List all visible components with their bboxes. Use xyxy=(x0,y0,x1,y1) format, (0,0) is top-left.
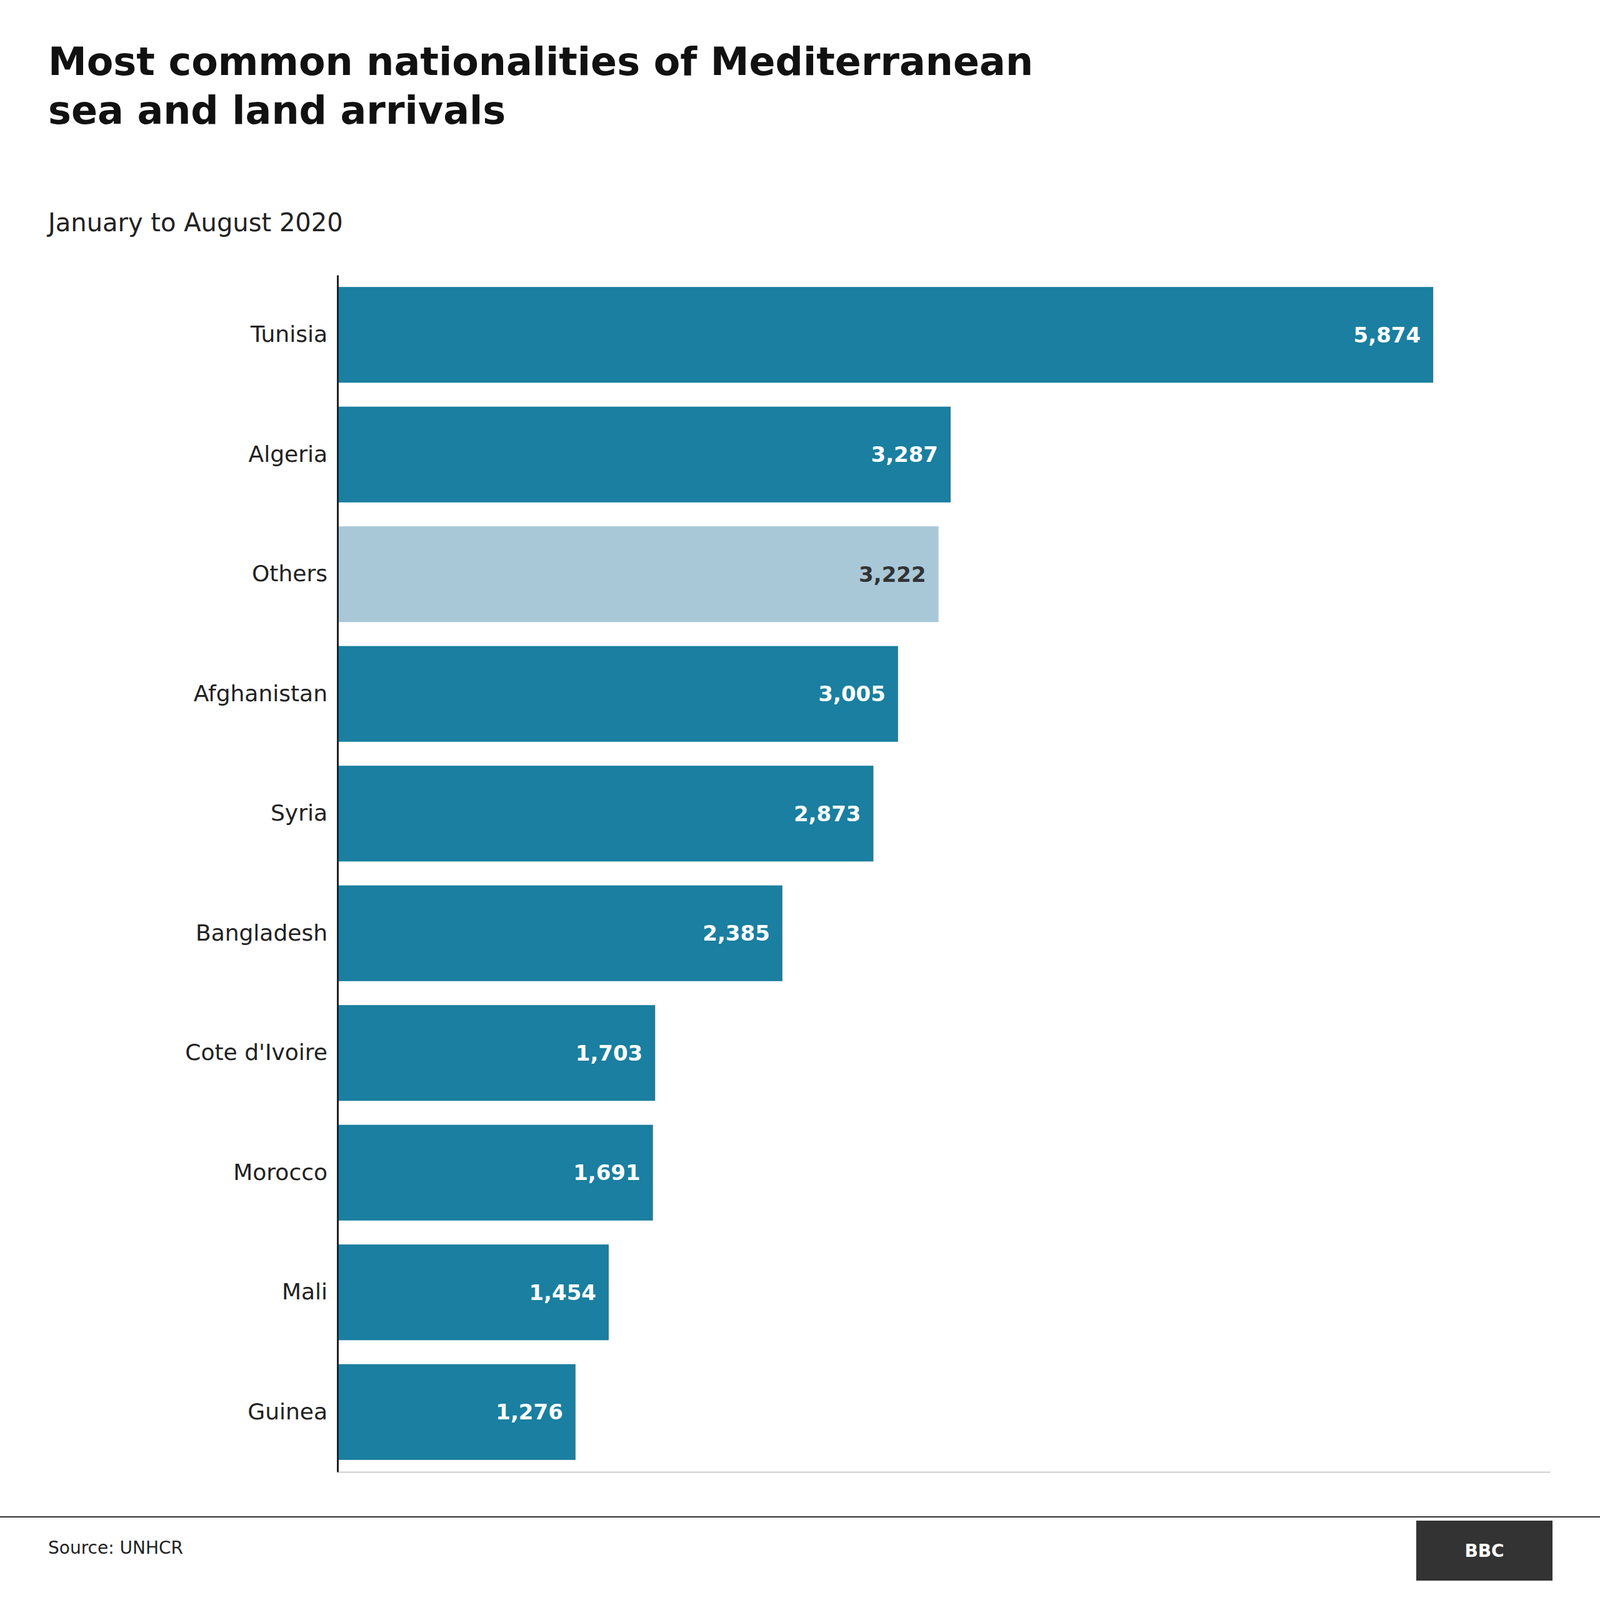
y-tick-label: Guinea xyxy=(247,1398,328,1425)
footer-line xyxy=(0,1516,1600,1518)
y-tick-label: Mali xyxy=(281,1278,328,1305)
y-tick-label: Bangladesh xyxy=(195,920,328,946)
y-tick-label: Others xyxy=(251,560,328,587)
bar xyxy=(337,646,899,742)
data-label: 3,287 xyxy=(870,441,939,467)
data-label: 1,691 xyxy=(573,1160,641,1185)
subtitle: January to August 2020 xyxy=(46,208,344,237)
y-tick-label: Algeria xyxy=(248,441,329,467)
data-label: 1,454 xyxy=(528,1280,597,1305)
bar xyxy=(337,1005,655,1101)
logo: BBC xyxy=(1464,1540,1504,1562)
bar xyxy=(337,1244,609,1340)
x-axis xyxy=(338,1471,1551,1473)
y-axis: Tunisia Algeria Others Afghanistan Syria Bang… xyxy=(185,275,338,1473)
y-tick: Bangladesh xyxy=(195,920,328,946)
bar xyxy=(337,1364,576,1460)
x-axis-line xyxy=(338,1471,1551,1474)
bars xyxy=(337,286,1434,1460)
source: Source: UNHCR xyxy=(48,1537,184,1559)
y-tick-label: Cote d'Ivoire xyxy=(185,1039,328,1065)
y-tick-label: Syria xyxy=(270,800,328,826)
y-tick-label: Morocco xyxy=(233,1159,328,1185)
data-label: 1,276 xyxy=(495,1399,564,1425)
data-label: 5,874 xyxy=(1353,322,1422,348)
plot: Tunisia Algeria Others Afghanistan Syria Bang… xyxy=(185,275,1550,1473)
chart: Most common nationalities of Mediterrane… xyxy=(0,0,1600,1600)
y-tick-label: Tunisia xyxy=(250,321,328,347)
y-tick: Tunisia xyxy=(250,321,328,347)
bar xyxy=(337,765,874,862)
y-tick: Morocco xyxy=(233,1159,328,1185)
data-label: 3,005 xyxy=(818,681,886,707)
data-label: 3,222 xyxy=(858,561,927,587)
data-label: 1,703 xyxy=(575,1040,644,1066)
bar xyxy=(337,885,783,982)
y-tick: Guinea xyxy=(247,1398,328,1425)
data-labels: 5,874 3,287 3,222 3,005 2,873 2,385 1,703 1,691… xyxy=(495,322,1421,1425)
data-label: 2,873 xyxy=(793,801,862,827)
bar xyxy=(337,526,939,622)
bar xyxy=(337,406,951,503)
y-axis-line xyxy=(336,275,339,1473)
y-tick: Afghanistan xyxy=(193,680,328,707)
y-tick-label: Afghanistan xyxy=(193,680,328,707)
y-tick: Others xyxy=(251,560,328,587)
y-tick: Cote d'Ivoire xyxy=(185,1039,328,1065)
title: Most common nationalities of Mediterrane… xyxy=(48,38,1034,134)
y-tick: Algeria xyxy=(248,441,329,467)
logo-box xyxy=(1416,1520,1553,1581)
data-label: 2,385 xyxy=(702,920,770,946)
bar xyxy=(337,286,1434,383)
bar xyxy=(337,1125,654,1221)
y-tick: Mali xyxy=(281,1278,328,1305)
y-tick: Syria xyxy=(270,800,328,826)
